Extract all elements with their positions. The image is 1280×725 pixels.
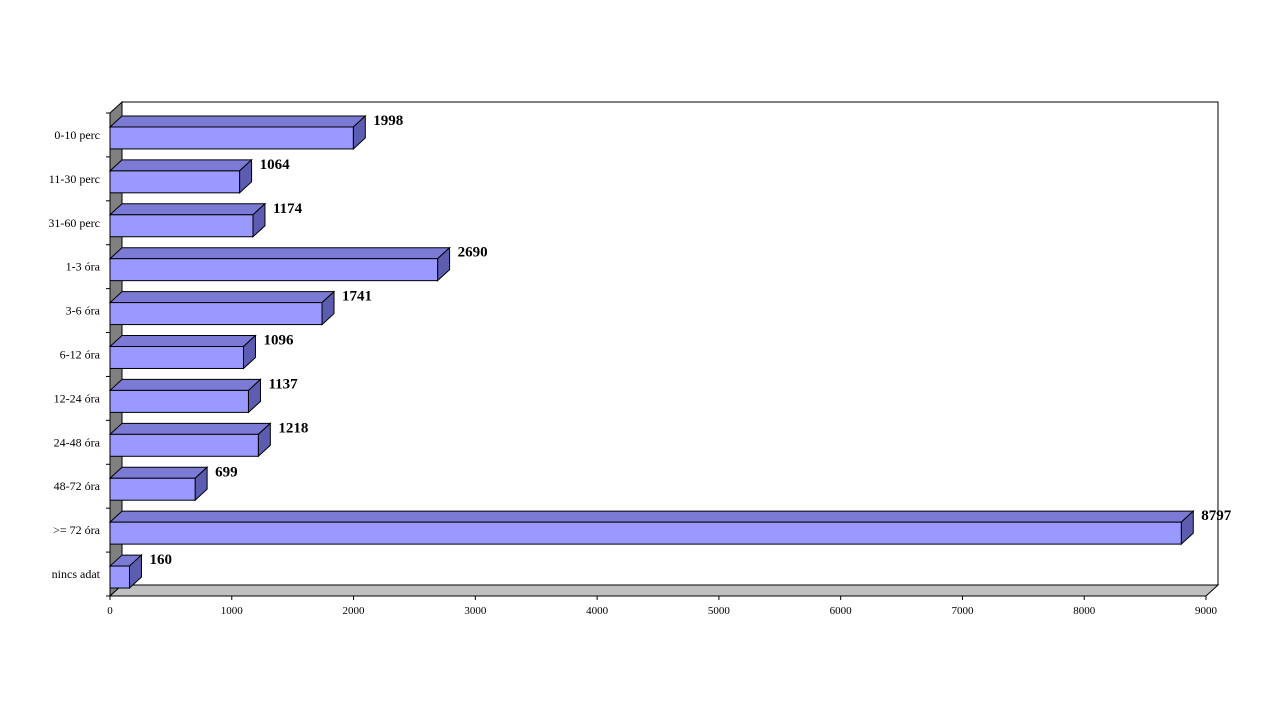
- bar: [109, 565, 130, 589]
- bar-top: [108, 510, 1195, 523]
- x-axis-ticks: 0 1000 2000 3000 4000 5000 6000 7000 8000 9000: [107, 596, 1218, 617]
- bar: [109, 214, 254, 238]
- bar: [109, 521, 1182, 545]
- bar: [109, 302, 323, 326]
- data-label: 160: [149, 552, 172, 568]
- data-label: 8797: [1201, 508, 1232, 524]
- bar-top: [108, 159, 253, 172]
- category-label: 31-60 perc: [48, 216, 100, 230]
- category-labels: 0-10 perc 11-30 perc 31-60 perc 1-3 óra 3-6 …: [48, 128, 100, 581]
- bar: [109, 258, 439, 282]
- bar-top: [108, 115, 367, 128]
- x-tick-label: 6000: [830, 605, 853, 617]
- bar: [109, 126, 354, 150]
- data-label: 699: [215, 464, 238, 480]
- bar: [109, 477, 196, 501]
- data-labels: 1998 1064 1174 2690 1741 1096 1137 1218 699 8797 1…: [149, 113, 1231, 568]
- category-label: >= 72 óra: [53, 523, 101, 537]
- category-label: 0-10 perc: [54, 128, 100, 142]
- category-label: 24-48 óra: [54, 435, 101, 449]
- x-tick-label: 9000: [1195, 605, 1218, 617]
- bar: [109, 433, 259, 457]
- floor: [108, 584, 1220, 597]
- x-tick-label: 3000: [464, 605, 487, 617]
- bar-top: [108, 422, 272, 435]
- data-label: 1064: [260, 157, 291, 173]
- bar-top: [108, 378, 262, 391]
- data-label: 1741: [342, 289, 372, 305]
- x-tick-label: 5000: [708, 605, 731, 617]
- category-label: 11-30 perc: [49, 172, 100, 186]
- category-label: 12-24 óra: [54, 391, 101, 405]
- x-tick-label: 7000: [951, 605, 974, 617]
- category-label: nincs adat: [52, 567, 101, 581]
- bar-top: [108, 247, 451, 260]
- data-label: 1096: [263, 333, 294, 349]
- bar-top: [108, 466, 209, 479]
- bar: [109, 389, 249, 413]
- x-tick-label: 4000: [586, 605, 609, 617]
- category-label: 6-12 óra: [60, 348, 101, 362]
- x-tick-label: 8000: [1073, 605, 1096, 617]
- bar: [109, 346, 244, 369]
- bar-top: [108, 335, 257, 348]
- x-tick-label: 0: [107, 605, 113, 617]
- x-tick-label: 1000: [221, 605, 244, 617]
- x-tick-label: 2000: [343, 605, 366, 617]
- category-label: 3-6 óra: [66, 304, 101, 318]
- data-label: 1998: [373, 113, 403, 129]
- data-label: 1218: [278, 420, 308, 436]
- data-label: 1174: [273, 201, 303, 217]
- bar: [109, 170, 241, 194]
- category-label: 1-3 óra: [66, 260, 101, 274]
- data-label: 1137: [268, 376, 298, 392]
- category-label: 48-72 óra: [54, 479, 101, 493]
- bars: [108, 114, 1195, 590]
- data-label: 2690: [458, 245, 488, 261]
- bar-top: [108, 291, 336, 304]
- bar-top: [108, 203, 267, 216]
